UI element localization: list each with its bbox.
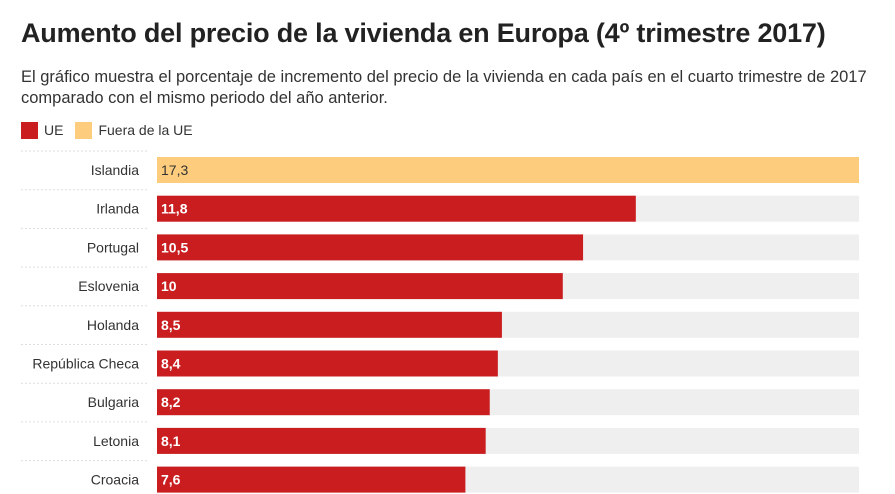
legend-swatch-eu [21, 121, 38, 139]
bar-islandia [157, 157, 859, 183]
chart-subtitle: El gráfico muestra el porcentaje de incr… [21, 68, 867, 107]
bar-letonia [157, 427, 486, 454]
category-label: Holanda [87, 317, 139, 333]
bar-bulgaria [157, 389, 490, 416]
category-label: República Checa [32, 356, 139, 372]
bar-croacia [157, 466, 466, 493]
bar-eslovenia [157, 273, 563, 300]
value-label: 8,4 [161, 356, 181, 372]
value-label: 11,8 [161, 201, 188, 217]
value-label: 10 [161, 278, 177, 294]
category-label: Irlanda [96, 201, 139, 217]
bar-república-checa [157, 350, 498, 377]
value-label: 8,1 [161, 433, 181, 449]
category-label: Islandia [91, 162, 139, 178]
category-label: Eslovenia [78, 278, 139, 294]
legend-item-eu: UE [21, 121, 64, 139]
category-label: Letonia [93, 433, 139, 449]
category-label: Croacia [91, 472, 139, 488]
chart-title: Aumento del precio de la vivienda en Eur… [21, 18, 826, 48]
legend-item-non-eu: Fuera de la UE [75, 121, 193, 139]
value-label: 17,3 [161, 162, 188, 178]
category-label: Bulgaria [88, 394, 140, 410]
value-label: 10,5 [161, 239, 188, 255]
value-label: 8,2 [161, 394, 181, 410]
bar-portugal [157, 234, 584, 261]
value-label: 7,6 [161, 472, 181, 488]
legend-swatch-non-eu [75, 121, 93, 139]
category-label: Portugal [87, 239, 139, 255]
bar-holanda [157, 311, 502, 338]
legend-label-non-eu: Fuera de la UE [98, 122, 193, 138]
legend-label-eu: UE [44, 122, 64, 138]
value-label: 8,5 [161, 317, 181, 333]
bar-irlanda [157, 195, 636, 222]
legend: UE Fuera de la UE [21, 121, 205, 139]
